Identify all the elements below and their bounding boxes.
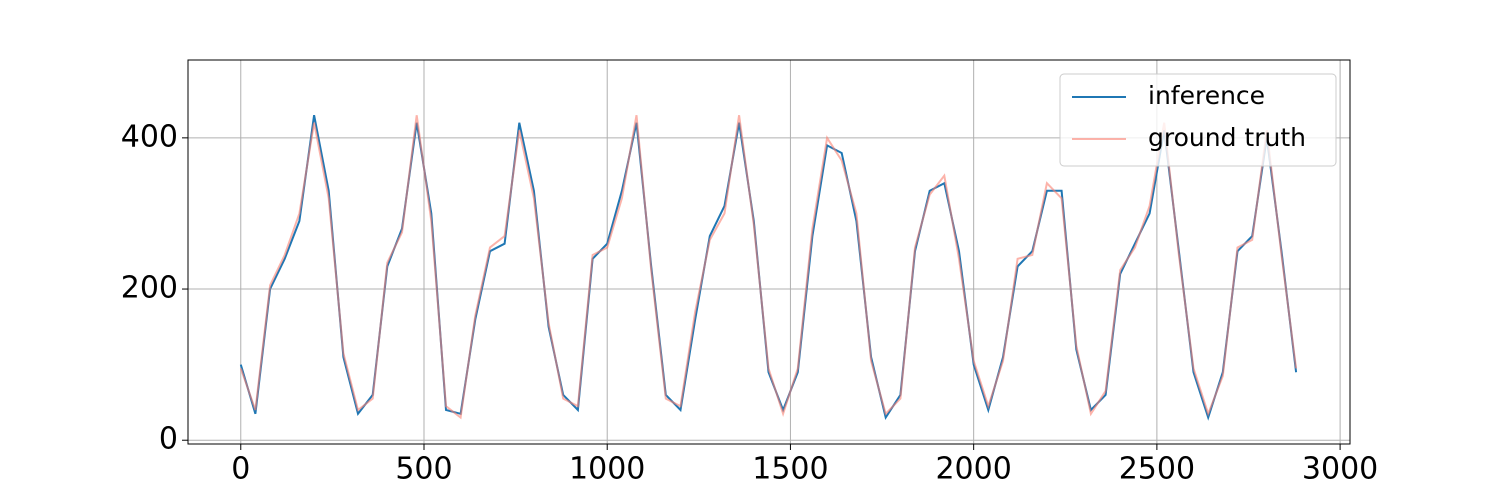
x-tick-label: 500 bbox=[395, 452, 452, 487]
legend-label: inference bbox=[1148, 81, 1265, 110]
x-tick-label: 3000 bbox=[1302, 452, 1378, 487]
x-tick-label: 1000 bbox=[569, 452, 645, 487]
y-tick-label: 400 bbox=[121, 119, 178, 154]
x-tick-label: 2000 bbox=[935, 452, 1011, 487]
x-tick-label: 2500 bbox=[1119, 452, 1195, 487]
legend-box bbox=[1059, 73, 1337, 167]
data-line bbox=[239, 115, 1298, 420]
legend: inference ground truth bbox=[1059, 73, 1337, 167]
plot-frame bbox=[187, 59, 1351, 445]
y-tick-label: 200 bbox=[121, 271, 178, 306]
legend-label: ground truth bbox=[1148, 123, 1306, 152]
x-tick-label: 1500 bbox=[752, 452, 828, 487]
x-tick-label: 0 bbox=[231, 452, 250, 487]
y-tick-label: 0 bbox=[159, 422, 178, 457]
